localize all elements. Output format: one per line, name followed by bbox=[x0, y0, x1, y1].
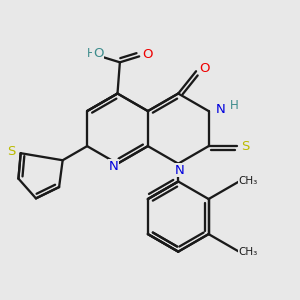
Text: H: H bbox=[230, 99, 238, 112]
Text: O: O bbox=[200, 62, 210, 75]
Text: N: N bbox=[216, 103, 226, 116]
Text: O: O bbox=[142, 48, 153, 62]
Text: N: N bbox=[175, 164, 184, 177]
Text: S: S bbox=[241, 140, 249, 153]
Text: S: S bbox=[7, 145, 15, 158]
Text: O: O bbox=[93, 47, 104, 61]
Text: CH₃: CH₃ bbox=[238, 247, 257, 257]
Text: H: H bbox=[87, 47, 96, 60]
Text: CH₃: CH₃ bbox=[238, 176, 257, 186]
Text: N: N bbox=[109, 160, 119, 173]
